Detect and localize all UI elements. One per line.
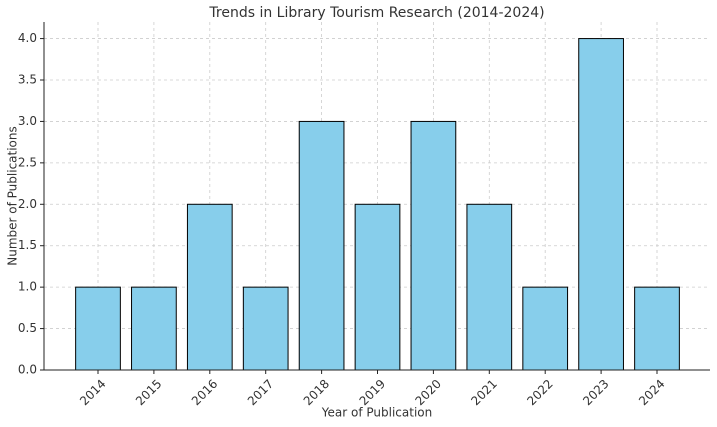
- y-tick-label: 1.0: [18, 280, 37, 294]
- bar: [578, 38, 624, 371]
- x-tick-label: 2021: [468, 377, 499, 408]
- bar: [522, 286, 569, 371]
- y-tick-label: 4.0: [18, 31, 37, 45]
- x-tick-label: 2020: [412, 377, 443, 408]
- x-axis-label: Year of Publication: [321, 406, 432, 420]
- x-tick-label: 2016: [189, 377, 220, 408]
- y-tick-label: 2.0: [18, 197, 37, 211]
- y-tick-label: 2.5: [18, 155, 37, 169]
- y-tick-label: 0.0: [18, 363, 37, 377]
- y-tick-label: 3.0: [18, 114, 37, 128]
- x-tick-label: 2023: [580, 377, 611, 408]
- x-tick-label: 2015: [133, 377, 164, 408]
- bar: [131, 286, 177, 371]
- x-tick-label: 2018: [301, 377, 332, 408]
- y-axis-label: Number of Publications: [6, 126, 20, 266]
- chart-title: Trends in Library Tourism Research (2014…: [208, 5, 544, 21]
- bar: [410, 120, 457, 371]
- bar: [466, 203, 513, 371]
- bar: [298, 120, 345, 371]
- bar: [186, 203, 233, 371]
- x-tick-label: 2017: [245, 377, 276, 408]
- y-tick-label: 1.5: [18, 238, 37, 252]
- bar: [634, 286, 680, 371]
- bar: [354, 203, 401, 371]
- bar: [75, 286, 121, 371]
- bar: [242, 286, 289, 371]
- y-tick-label: 0.5: [18, 321, 37, 335]
- y-tick-label: 3.5: [18, 73, 37, 87]
- x-tick-label: 2019: [357, 377, 388, 408]
- x-tick-label: 2014: [77, 377, 108, 408]
- bars: [75, 38, 680, 371]
- x-tick-label: 2024: [636, 377, 667, 408]
- x-tick-label: 2022: [524, 377, 555, 408]
